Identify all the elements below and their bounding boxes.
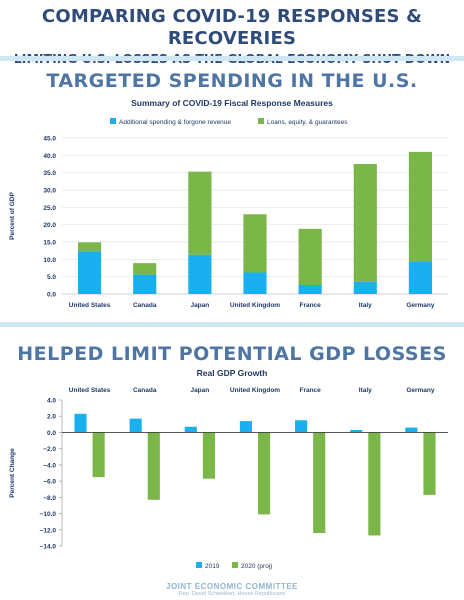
- x-tick-label: United Kingdom: [230, 302, 280, 309]
- y-axis-label: Percent Change: [9, 448, 16, 498]
- chart1-title: Summary of COVID-19 Fiscal Response Meas…: [131, 98, 333, 108]
- bar-spending: [133, 274, 157, 294]
- x-tick-label: Japan: [190, 302, 209, 309]
- bar-2019: [239, 421, 252, 433]
- y-tick-label: 15.0: [43, 240, 56, 247]
- divider-band: [0, 322, 464, 327]
- bar-2019: [350, 430, 363, 433]
- footer-note: Rep. David Schweikert, House Republicans: [178, 591, 286, 597]
- bar-loans: [298, 228, 322, 285]
- bar-spending: [298, 284, 322, 294]
- category-label: Germany: [406, 387, 435, 394]
- y-axis-label: Percent of GDP: [9, 192, 16, 240]
- x-tick-label: France: [299, 302, 321, 309]
- y-tick-label: −14.0: [40, 544, 57, 551]
- footer: JOINT ECONOMIC COMMITTEE Rep. David Schw…: [0, 582, 464, 598]
- bar-spending: [188, 254, 212, 294]
- y-tick-label: 0.0: [47, 430, 56, 437]
- category-label: Canada: [133, 387, 157, 394]
- bar-spending: [353, 281, 377, 294]
- y-tick-label: 35.0: [43, 170, 56, 177]
- legend2-label-1: 2020 (proj): [241, 563, 272, 570]
- bar-2019: [405, 427, 418, 433]
- y-tick-label: −8.0: [43, 495, 56, 502]
- bar-spending: [408, 261, 433, 294]
- category-label: Italy: [359, 387, 372, 394]
- bar-2020: [258, 432, 271, 515]
- bar-2020: [313, 432, 326, 534]
- legend2-label-0: 2019: [205, 563, 220, 570]
- bar-2020: [423, 432, 436, 495]
- x-tick-label: United States: [69, 302, 111, 309]
- x-tick-label: Germany: [406, 302, 435, 309]
- section2-title: HELPED LIMIT POTENTIAL GDP LOSSES: [17, 343, 447, 365]
- y-tick-label: 40.0: [43, 153, 56, 160]
- bar-2019: [184, 426, 197, 433]
- bar-2019: [129, 418, 142, 433]
- y-tick-label: −12.0: [40, 527, 57, 534]
- category-label: United Kingdom: [230, 387, 280, 394]
- bar-2020: [147, 432, 160, 500]
- category-label: France: [299, 387, 321, 394]
- footer-org: JOINT ECONOMIC COMMITTEE: [166, 582, 298, 591]
- y-tick-label: 10.0: [43, 257, 56, 264]
- y-tick-label: 30.0: [43, 188, 56, 195]
- divider-band: [0, 56, 464, 61]
- bar-loans: [353, 164, 377, 282]
- gdp-growth-chart: Real GDP Growth United States Canada Japan U…: [9, 368, 448, 570]
- legend-label-0: Additional spending & forgone revenue: [119, 119, 231, 126]
- y-tick-label: 20.0: [43, 222, 56, 229]
- y-tick-label: −4.0: [43, 462, 56, 469]
- legend-swatch-0: [110, 118, 116, 124]
- header: COMPARING COVID-19 RESPONSES & RECOVERIE…: [0, 6, 464, 68]
- section1-title: TARGETED SPENDING IN THE U.S.: [46, 70, 418, 92]
- bar-2019: [74, 413, 87, 433]
- bar-loans: [133, 263, 157, 275]
- chart2-title: Real GDP Growth: [197, 368, 268, 378]
- bar-loans: [188, 171, 212, 255]
- bar-loans: [408, 151, 433, 262]
- legend-swatch-1: [258, 118, 264, 124]
- legend-label-1: Loans, equity, & guarantees: [267, 119, 348, 126]
- x-tick-label: Italy: [359, 302, 372, 309]
- y-tick-label: −6.0: [43, 479, 56, 486]
- page-title: COMPARING COVID-19 RESPONSES & RECOVERIE…: [41, 6, 423, 49]
- y-tick-label: 45.0: [43, 136, 56, 143]
- bar-loans: [77, 242, 102, 252]
- fiscal-response-chart: Summary of COVID-19 Fiscal Response Meas…: [9, 98, 448, 309]
- bar-2019: [295, 420, 308, 433]
- legend2-swatch-1: [232, 562, 238, 568]
- bar-2020: [368, 432, 381, 536]
- category-label: Japan: [190, 387, 209, 394]
- bar-loans: [243, 214, 267, 273]
- bar-spending: [77, 251, 102, 294]
- y-tick-label: 2.0: [47, 414, 56, 421]
- category-label: United States: [69, 387, 111, 394]
- x-tick-label: Canada: [133, 302, 157, 309]
- y-tick-label: 25.0: [43, 205, 56, 212]
- y-tick-label: 5.0: [47, 274, 56, 281]
- y-tick-label: −2.0: [43, 446, 56, 453]
- y-tick-label: 4.0: [47, 398, 56, 405]
- y-tick-label: 0.0: [47, 292, 56, 299]
- y-tick-label: −10.0: [40, 511, 57, 518]
- bar-spending: [243, 272, 267, 294]
- bar-2020: [202, 432, 215, 479]
- legend2-swatch-0: [196, 562, 202, 568]
- bar-2020: [92, 432, 105, 478]
